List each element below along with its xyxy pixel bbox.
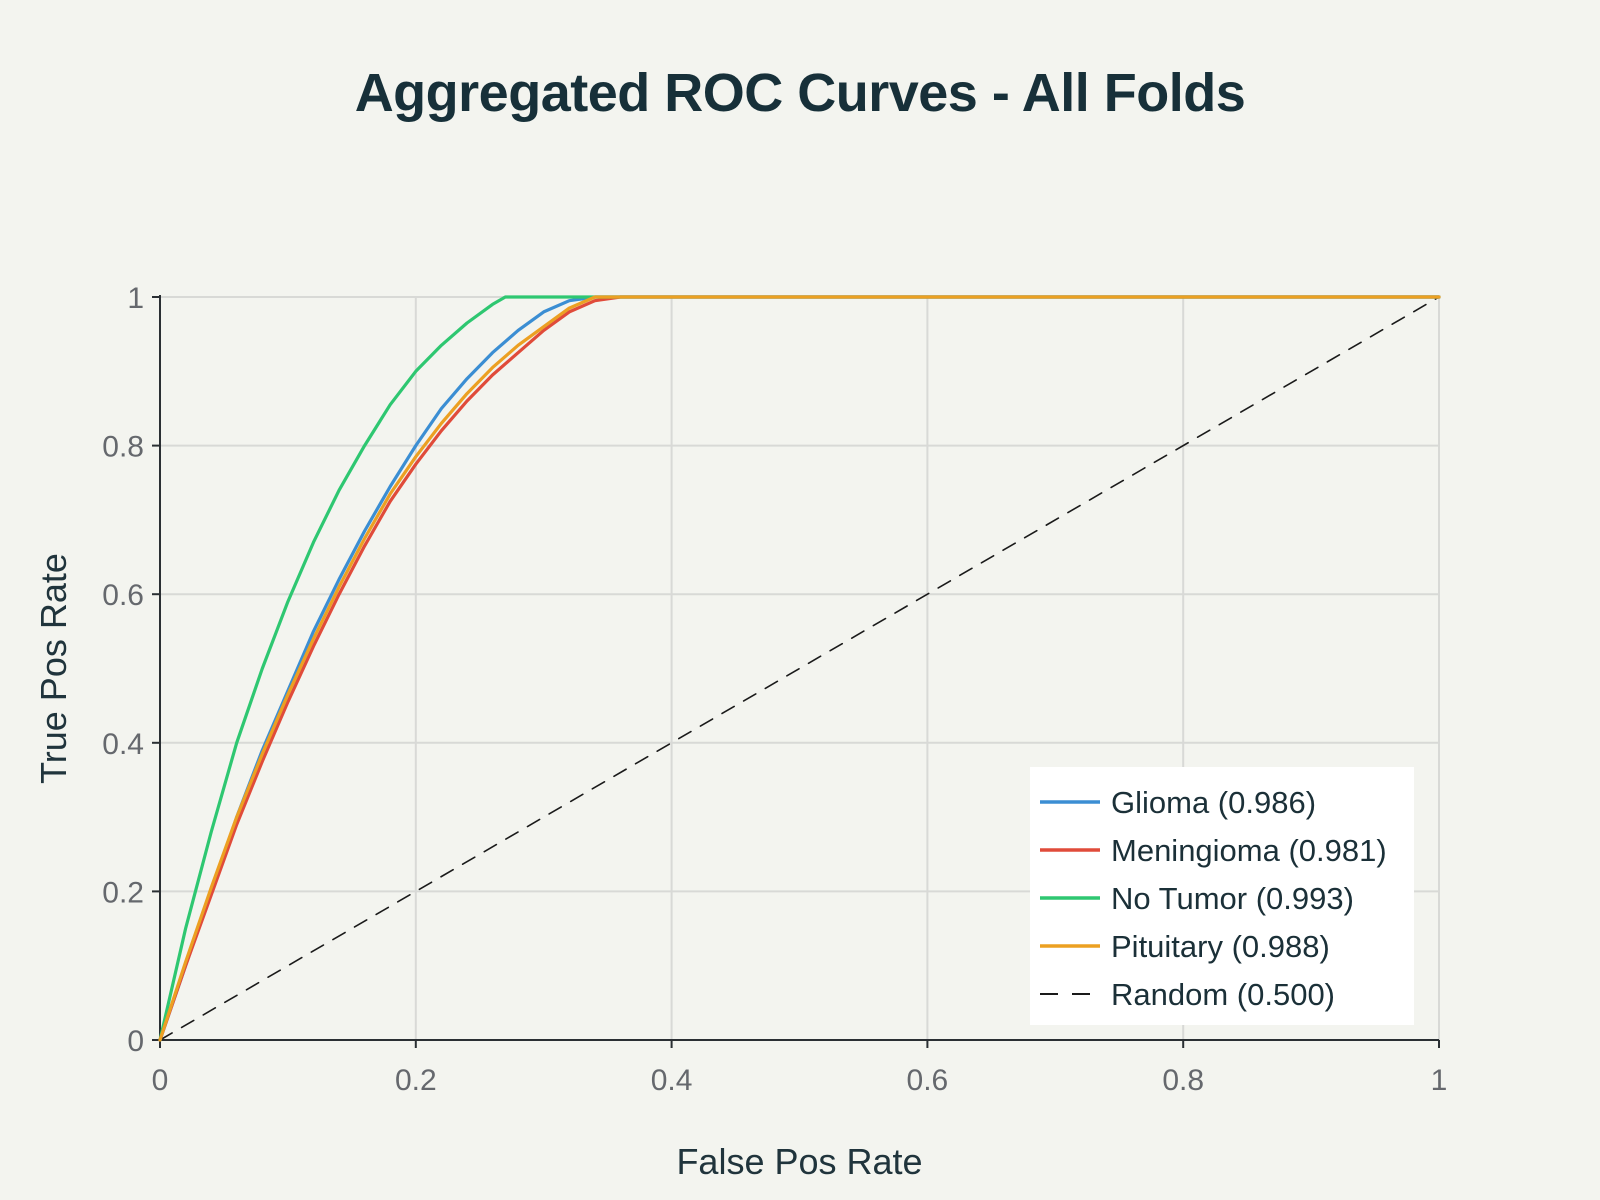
series-line-meningioma [158, 295, 1441, 1042]
legend-label: Pituitary (0.988) [1111, 929, 1330, 964]
legend-label: Meningioma (0.981) [1111, 833, 1387, 868]
y-tick-label: 1 [127, 282, 144, 315]
y-tick-label: 0 [127, 1025, 144, 1058]
tick-labels: 0 0.2 0.4 0.6 0.8 1 0 0.2 0.4 0.6 0.8 1 [102, 282, 1447, 1097]
series-line-random [159, 296, 1440, 1041]
x-tick-label: 0.4 [651, 1064, 693, 1097]
series-line-no [158, 295, 1441, 1042]
y-tick-label: 0.6 [102, 579, 144, 612]
x-tick-label: 0.6 [907, 1064, 949, 1097]
legend-label: Glioma (0.986) [1111, 785, 1316, 820]
x-tick-label: 0.2 [395, 1064, 437, 1097]
y-tick-label: 0.2 [102, 876, 144, 909]
legend: Glioma (0.986) Meningioma (0.981) No Tumor… [1030, 767, 1414, 1025]
legend-label: No Tumor (0.993) [1111, 881, 1354, 916]
axes [152, 295, 1440, 1048]
x-tick-label: 0 [152, 1064, 169, 1097]
legend-box [1030, 767, 1414, 1025]
x-tick-label: 0.8 [1162, 1064, 1204, 1097]
x-axis-title: False Pos Rate [676, 1141, 922, 1182]
series-lines [158, 295, 1441, 1042]
series-line-pituitary [158, 295, 1441, 1042]
y-tick-label: 0.8 [102, 431, 144, 464]
x-tick-label: 1 [1431, 1064, 1448, 1097]
y-axis-title: True Pos Rate [33, 553, 74, 784]
legend-label: Random (0.500) [1111, 977, 1335, 1012]
y-tick-label: 0.4 [102, 728, 144, 761]
chart-title: Aggregated ROC Curves - All Folds [354, 63, 1246, 123]
